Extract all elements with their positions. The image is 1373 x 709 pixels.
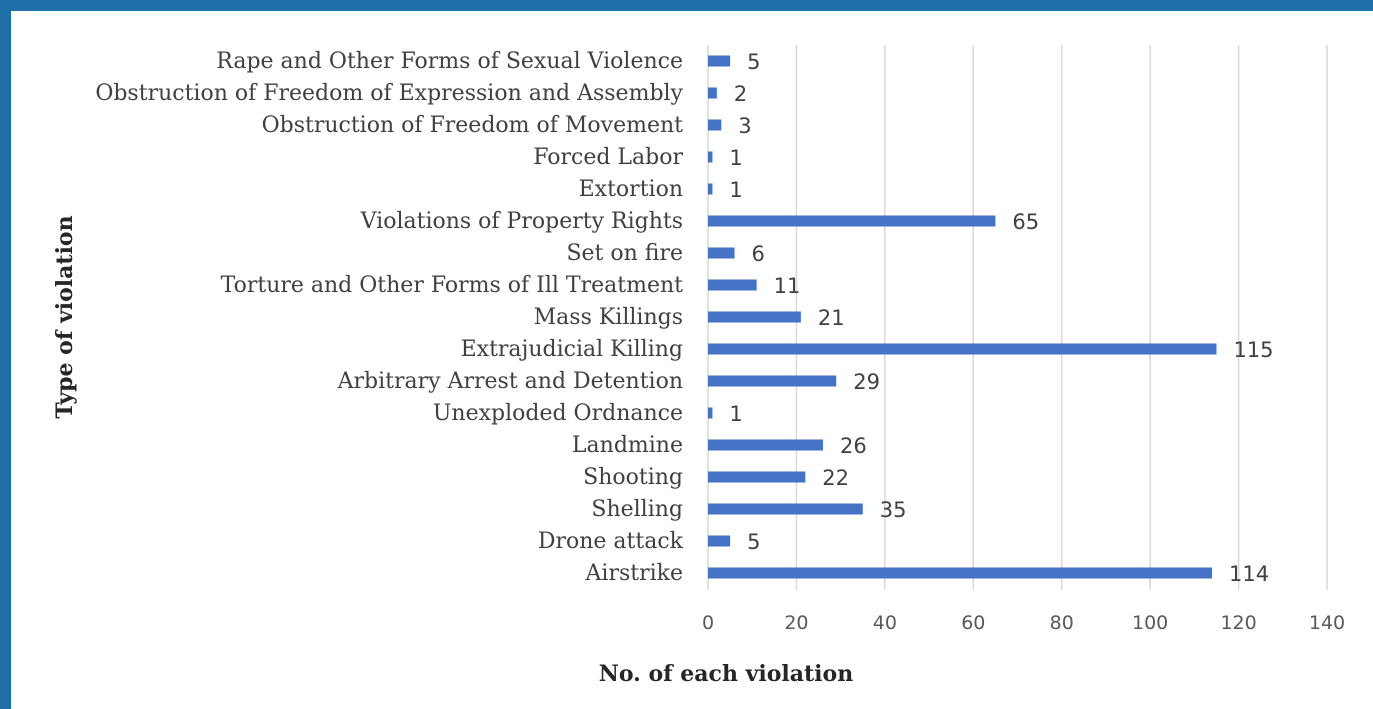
y-axis-title: Type of violation [52,215,78,418]
x-tick-label: 40 [873,612,897,634]
data-label: 11 [774,274,801,298]
data-label: 65 [1012,210,1039,234]
data-label: 6 [752,242,765,266]
bar [708,407,713,419]
category-label: Forced Labor [533,145,683,170]
bar [708,215,996,227]
bar [708,343,1217,355]
bar [708,279,757,291]
category-label: Extortion [579,177,683,202]
category-label: Landmine [572,433,683,458]
data-label: 26 [840,434,867,458]
x-tick-label: 60 [961,612,985,634]
category-label: Obstruction of Freedom of Movement [262,113,684,138]
x-tick-label: 120 [1220,612,1256,634]
data-label: 22 [822,466,849,490]
data-label: 1 [729,402,742,426]
data-label: 114 [1229,562,1269,586]
bar [708,247,735,259]
bar [708,567,1213,579]
category-labels: Rape and Other Forms of Sexual Violence O… [95,49,683,586]
category-label: Arbitrary Arrest and Detention [337,369,683,394]
bars [708,55,1217,579]
category-label: Airstrike [585,561,683,586]
bar [708,119,722,131]
bar [708,503,863,515]
category-label: Rape and Other Forms of Sexual Violence [216,49,683,74]
x-tick-label: 140 [1309,612,1345,634]
data-label: 2 [734,82,747,106]
x-tick-label: 20 [784,612,808,634]
bar [708,375,837,387]
category-label: Shelling [591,497,683,522]
data-label: 1 [729,146,742,170]
x-tick-labels: 0 20 40 60 80 100 120 140 [702,612,1345,634]
data-label: 1 [729,178,742,202]
bar [708,439,823,451]
data-label: 29 [853,370,880,394]
data-label: 115 [1233,338,1273,362]
bar [708,55,731,67]
category-label: Drone attack [538,529,684,554]
category-label: Obstruction of Freedom of Expression and… [95,81,683,106]
data-label: 5 [747,530,760,554]
category-label: Unexploded Ordnance [433,401,683,426]
category-label: Mass Killings [534,305,683,330]
category-label: Extrajudicial Killing [461,337,683,362]
bar [708,87,717,99]
category-label: Set on fire [566,241,683,266]
bar [708,311,801,323]
data-label: 21 [818,306,845,330]
category-label: Violations of Property Rights [360,209,683,234]
data-label: 5 [747,50,760,74]
data-label: 3 [738,114,751,138]
x-axis-title: No. of each violation [599,661,853,687]
bar [708,535,731,547]
bar [708,471,806,483]
data-label: 35 [880,498,907,522]
category-label: Shooting [583,465,683,490]
bar [708,151,713,163]
x-tick-label: 100 [1132,612,1168,634]
x-tick-label: 0 [702,612,714,634]
bar [708,183,713,195]
category-label: Torture and Other Forms of Ill Treatment [221,273,684,298]
x-tick-label: 80 [1050,612,1074,634]
